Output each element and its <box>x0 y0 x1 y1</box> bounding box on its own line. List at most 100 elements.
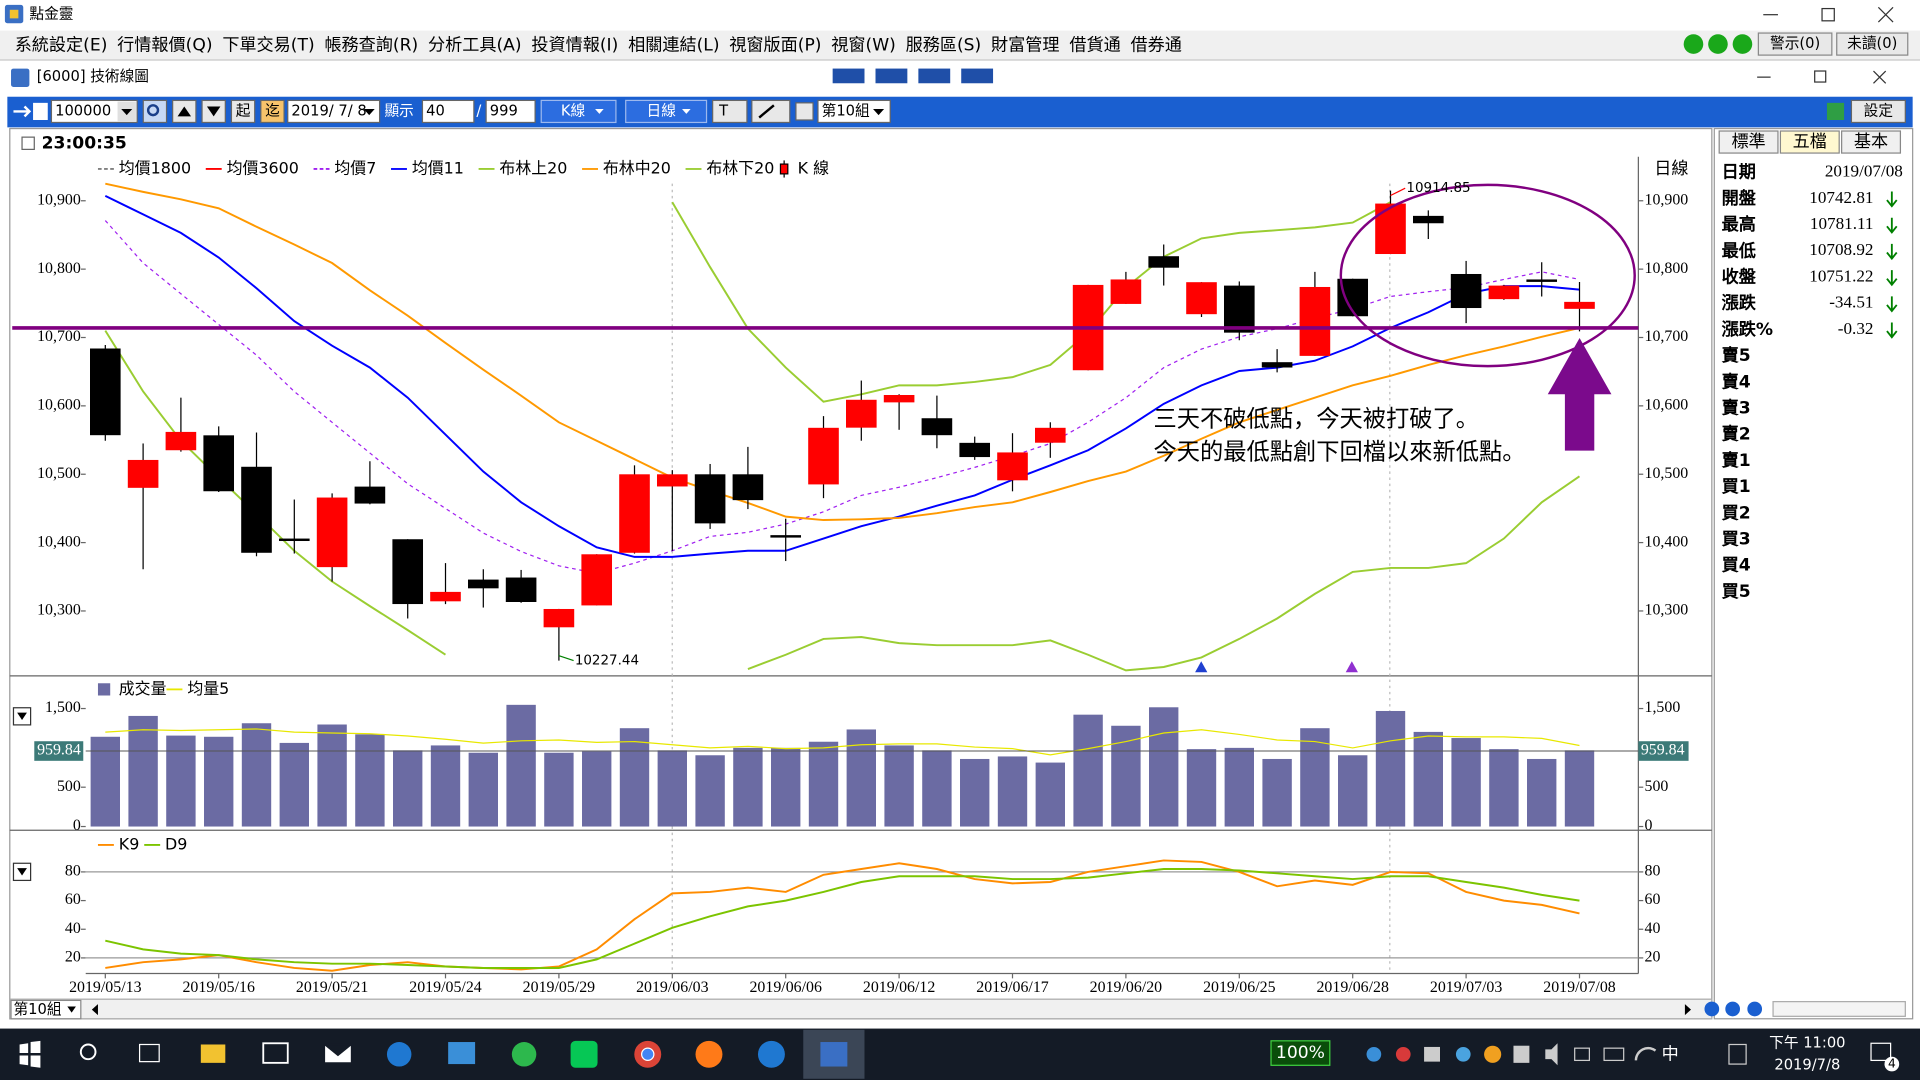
sub-restore[interactable] <box>1814 70 1827 83</box>
volume-bar <box>1224 747 1254 827</box>
quote-label: 買4 <box>1722 556 1751 576</box>
x-tick-label: 2019/05/16 <box>182 979 255 996</box>
zoom-icon[interactable] <box>1704 1001 1720 1017</box>
group: 第10組 <box>822 101 870 119</box>
menu-item[interactable]: 服務區(S) <box>906 35 982 55</box>
wifi[interactable] <box>1634 1046 1657 1061</box>
layout-icon[interactable] <box>961 68 994 84</box>
menu-item[interactable]: 帳務查詢(R) <box>324 35 418 55</box>
keyboard[interactable] <box>1728 1043 1747 1065</box>
menu-item[interactable]: 投資情報(I) <box>531 35 618 55</box>
settings-label: 設定 <box>1864 102 1894 119</box>
code-input[interactable] <box>50 99 138 124</box>
tray-icon[interactable] <box>1513 1045 1530 1063</box>
tray-icon[interactable] <box>1424 1046 1440 1062</box>
restore[interactable] <box>1821 7 1835 22</box>
date-input[interactable] <box>287 99 381 124</box>
scroll-right[interactable] <box>1684 1004 1692 1016</box>
menu-item[interactable]: 視窗版面(P) <box>729 35 821 55</box>
menu-item[interactable]: 財富管理 <box>991 35 1060 55</box>
y-tick-label: 10,400 <box>37 533 81 550</box>
start-button[interactable] <box>19 1040 41 1068</box>
down-arrow <box>1886 217 1898 234</box>
menu-item[interactable]: 系統設定(E) <box>15 35 108 55</box>
toolbar-icon[interactable] <box>33 102 48 120</box>
excel-icon[interactable] <box>1826 102 1845 120</box>
zoom-in[interactable] <box>1725 1001 1740 1017</box>
candle-body <box>1450 273 1482 309</box>
close[interactable] <box>1877 6 1894 23</box>
menu-item[interactable]: 相關連結(L) <box>628 35 719 55</box>
group-select[interactable] <box>817 99 891 124</box>
menu-item[interactable]: 分析工具(A) <box>428 35 522 55</box>
sub-close[interactable] <box>1873 70 1887 84</box>
tray-icon[interactable] <box>1395 1046 1411 1062</box>
menu-item[interactable]: 視窗(W) <box>831 35 896 55</box>
clock-date[interactable]: 2019/7/8 <box>1774 1056 1840 1073</box>
candle-body <box>770 535 802 538</box>
count-input[interactable] <box>421 99 475 124</box>
clock-time[interactable]: 下午 11:00 <box>1769 1034 1845 1051</box>
quote-label: 賣1 <box>1721 450 1751 471</box>
menu-item[interactable]: 行情報價(Q) <box>117 35 212 55</box>
tray-icon[interactable] <box>1484 1045 1502 1063</box>
explorer[interactable] <box>200 1044 226 1063</box>
ime[interactable]: 中 <box>1662 1044 1679 1064</box>
task-view[interactable] <box>138 1043 160 1063</box>
group-select[interactable] <box>10 999 82 1020</box>
end-button[interactable] <box>260 99 285 124</box>
status-light <box>1708 34 1728 54</box>
zoom-out[interactable] <box>1747 1001 1763 1017</box>
battery[interactable] <box>1603 1047 1625 1062</box>
ie[interactable] <box>386 1042 412 1067</box>
edge[interactable] <box>757 1040 785 1068</box>
alert-button[interactable] <box>1757 32 1833 56</box>
menu-item[interactable]: 借券通 <box>1131 35 1182 55</box>
tray-icon[interactable] <box>1366 1046 1382 1062</box>
time: 23:00:35 <box>42 133 127 153</box>
scroll-left[interactable] <box>91 1004 98 1016</box>
tray-icon[interactable] <box>1574 1047 1590 1062</box>
volume-bar <box>771 747 801 827</box>
menu-item[interactable]: 借貨通 <box>1069 35 1120 55</box>
search-button[interactable] <box>142 99 168 124</box>
notifications[interactable] <box>1870 1042 1892 1062</box>
period-button[interactable] <box>625 99 708 124</box>
draw-tool[interactable] <box>751 99 791 124</box>
min-leader <box>558 655 574 662</box>
tab[interactable] <box>1779 130 1840 154</box>
firefox[interactable] <box>695 1040 723 1068</box>
zoom-slider[interactable] <box>1772 1001 1906 1017</box>
layout-icon[interactable] <box>832 68 865 84</box>
candle-body <box>1564 301 1595 309</box>
settings-button[interactable] <box>1850 99 1906 124</box>
mail[interactable] <box>323 1043 353 1064</box>
search[interactable] <box>79 1043 97 1061</box>
quote-value: 2019/07/08 <box>1825 162 1903 181</box>
y-tick-label-right: 10,700 <box>1644 328 1688 345</box>
app[interactable] <box>262 1042 289 1064</box>
quote-label: 日期 <box>1722 163 1756 183</box>
quote-label: 買2 <box>1722 503 1751 523</box>
tab[interactable] <box>1841 130 1902 154</box>
quote-label: 賣2 <box>1721 424 1751 445</box>
tool-icon[interactable] <box>795 102 814 121</box>
layout-icon[interactable] <box>918 68 951 84</box>
volume[interactable] <box>1545 1043 1558 1066</box>
start-button[interactable] <box>230 99 256 124</box>
text-tool[interactable] <box>712 99 748 124</box>
menu-item[interactable]: 下單交易(T) <box>222 35 314 55</box>
layout-icon[interactable] <box>875 68 908 84</box>
wechat[interactable] <box>511 1042 537 1067</box>
line[interactable] <box>570 1040 598 1068</box>
quote-label: 賣4 <box>1721 371 1751 392</box>
app[interactable] <box>448 1042 476 1065</box>
search-icon <box>146 104 160 117</box>
kline-button[interactable] <box>540 99 617 124</box>
tab[interactable] <box>1718 130 1779 154</box>
unread-button[interactable] <box>1836 32 1909 56</box>
y-tick-label: 10,600 <box>37 397 81 414</box>
tray-icon[interactable] <box>1455 1046 1471 1062</box>
toolbar-icon[interactable] <box>13 105 32 118</box>
